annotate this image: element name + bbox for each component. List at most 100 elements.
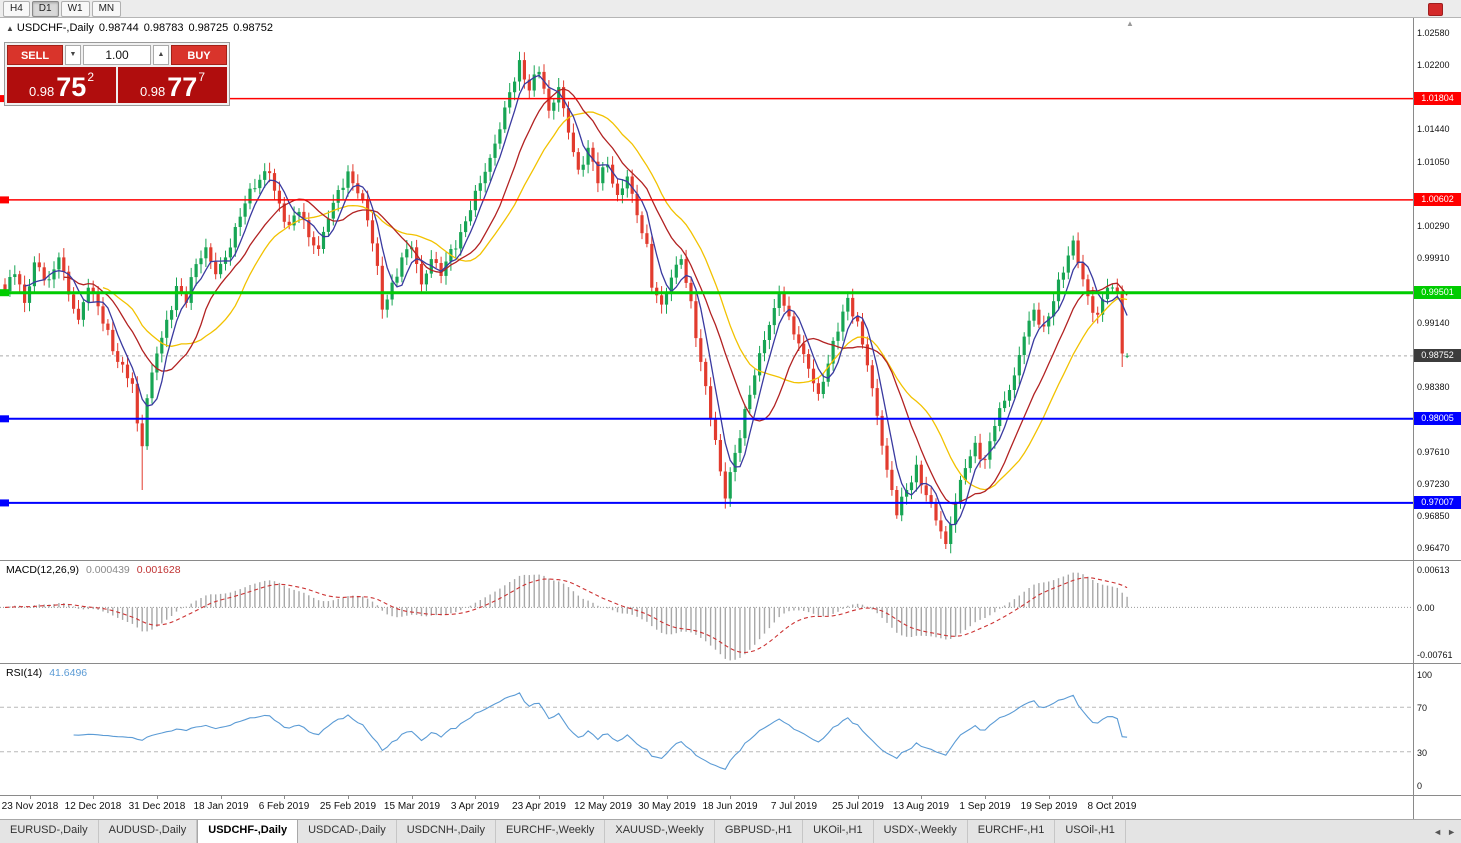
tab-eurusd-daily[interactable]: EURUSD-,Daily [0,820,99,843]
date-label: 31 Dec 2018 [128,801,186,812]
hline-left-tag [0,499,9,507]
rsi-tick: 100 [1417,670,1433,680]
sell-price-sup: 2 [87,70,95,84]
date-tick [221,796,222,799]
tab-usoil-h1[interactable]: USOil-,H1 [1055,820,1126,843]
level-price-box[interactable]: 1.00602 [1414,193,1461,206]
date-tick [157,796,158,799]
date-tick [667,796,668,799]
date-tick [539,796,540,799]
tab-usdcnh-daily[interactable]: USDCNH-,Daily [397,820,496,843]
price-tick: 0.96470 [1417,543,1450,553]
macd-label: MACD(12,26,9) 0.000439 0.001628 [6,564,181,576]
macd-tick: 0.00613 [1417,565,1450,575]
date-label: 30 May 2019 [638,801,696,812]
macd-signal-line [4,577,1128,654]
date-tick [348,796,349,799]
chart-shift-marker-icon[interactable]: ▲ [1126,19,1134,28]
timeframe-button-w1[interactable]: W1 [60,0,90,17]
date-label: 19 Sep 2019 [1020,801,1078,812]
date-tick [985,796,986,799]
date-tick [603,796,604,799]
date-label: 23 Nov 2018 [1,801,59,812]
date-tick [475,796,476,799]
tab-xauusd-weekly[interactable]: XAUUSD-,Weekly [605,820,715,843]
red-status-icon[interactable] [1428,3,1443,16]
price-tick: 1.01050 [1417,157,1450,167]
current-price-box: 0.98752 [1414,349,1461,362]
macd-name: MACD(12,26,9) [6,564,79,576]
macd-axis: 0.00613 0.00 -0.00761 [1413,560,1461,663]
tab-eurchf-h1[interactable]: EURCHF-,H1 [968,820,1056,843]
time-axis: 23 Nov 2018 12 Dec 2018 31 Dec 2018 18 Jan … [0,795,1413,819]
tabs-scroll-right-icon[interactable]: ► [1447,826,1456,837]
ohlc-high: 0.98783 [143,22,184,34]
price-chart-canvas[interactable] [0,18,1413,560]
date-label: 12 Dec 2018 [64,801,122,812]
date-label: 1 Sep 2019 [959,801,1011,812]
date-tick [730,796,731,799]
price-tick: 1.01440 [1417,124,1450,134]
tab-eurchf-weekly[interactable]: EURCHF-,Weekly [496,820,606,843]
date-label: 7 Jul 2019 [770,801,818,812]
volume-increase-button[interactable]: ▲ [153,45,169,65]
volume-decrease-button[interactable]: ▼ [65,45,81,65]
tab-ukoil-h1[interactable]: UKOil-,H1 [803,820,874,843]
rsi-pane[interactable]: RSI(14) 41.6496 [0,663,1413,795]
level-price-box[interactable]: 1.01804 [1414,92,1461,105]
rsi-label: RSI(14) 41.6496 [6,667,87,679]
timeframe-button-h4[interactable]: H4 [3,0,30,17]
timeframe-button-mn[interactable]: MN [91,0,122,17]
price-tick: 0.99910 [1417,253,1450,263]
rsi-tick: 0 [1417,781,1423,791]
volume-input[interactable]: 1.00 [83,45,151,65]
timeframe-button-d1[interactable]: D1 [31,0,59,17]
macd-tick: -0.00761 [1417,650,1453,660]
level-price-box[interactable]: 0.99501 [1414,286,1461,299]
hline-left-tag [0,196,9,204]
date-tick [30,796,31,799]
date-tick [1112,796,1113,799]
date-tick [794,796,795,799]
symbol-ohlc-line: ▲ USDCHF-,Daily 0.98744 0.98783 0.98725 0.987… [6,22,278,34]
price-tick: 0.97610 [1417,447,1450,457]
date-tick [284,796,285,799]
buy-price-big: 77 [167,72,198,103]
tab-usdchf-daily[interactable]: USDCHF-,Daily [197,820,299,843]
hline-left-tag [0,415,9,423]
rsi-tick: 70 [1417,703,1428,713]
tab-audusd-daily[interactable]: AUDUSD-,Daily [99,820,198,843]
buy-button[interactable]: BUY [171,45,227,65]
rsi-line [73,692,1128,770]
date-label: 15 Mar 2019 [383,801,441,812]
rsi-tick: 30 [1417,748,1428,758]
timeframe-toolbar: H4 D1 W1 MN [0,0,1461,18]
date-label: 18 Jun 2019 [702,801,758,812]
sell-button[interactable]: SELL [7,45,63,65]
symbol-marker-icon: ▲ [6,24,14,33]
rsi-name: RSI(14) [6,667,43,679]
level-price-box[interactable]: 0.98005 [1414,412,1461,425]
price-tick: 1.00290 [1417,221,1450,231]
date-tick [1049,796,1050,799]
one-click-trade-widget: SELL ▼ 1.00 ▲ BUY 0.98 75 2 0.98 77 7 [4,42,230,106]
price-tick: 0.97230 [1417,479,1450,489]
level-price-box[interactable]: 0.97007 [1414,496,1461,509]
buy-price-display[interactable]: 0.98 77 7 [118,67,227,103]
date-label: 23 Apr 2019 [512,801,566,812]
hline-left-tag [0,289,9,297]
rsi-value: 41.6496 [49,667,88,679]
tab-usdcad-daily[interactable]: USDCAD-,Daily [298,820,397,843]
price-chart-pane[interactable]: ▲ USDCHF-,Daily 0.98744 0.98783 0.98725 0.987… [0,18,1413,560]
macd-tick: 0.00 [1417,603,1435,613]
date-label: 12 May 2019 [574,801,632,812]
macd-pane[interactable]: MACD(12,26,9) 0.000439 0.001628 [0,560,1413,663]
tab-gbpusd-h1[interactable]: GBPUSD-,H1 [715,820,804,843]
tabs-scroll-left-icon[interactable]: ◄ [1433,826,1443,837]
date-label: 6 Feb 2019 [258,801,310,812]
tab-usdx-weekly[interactable]: USDX-,Weekly [874,820,968,843]
date-label: 18 Jan 2019 [193,801,249,812]
date-tick [858,796,859,799]
sell-price-display[interactable]: 0.98 75 2 [7,67,116,103]
